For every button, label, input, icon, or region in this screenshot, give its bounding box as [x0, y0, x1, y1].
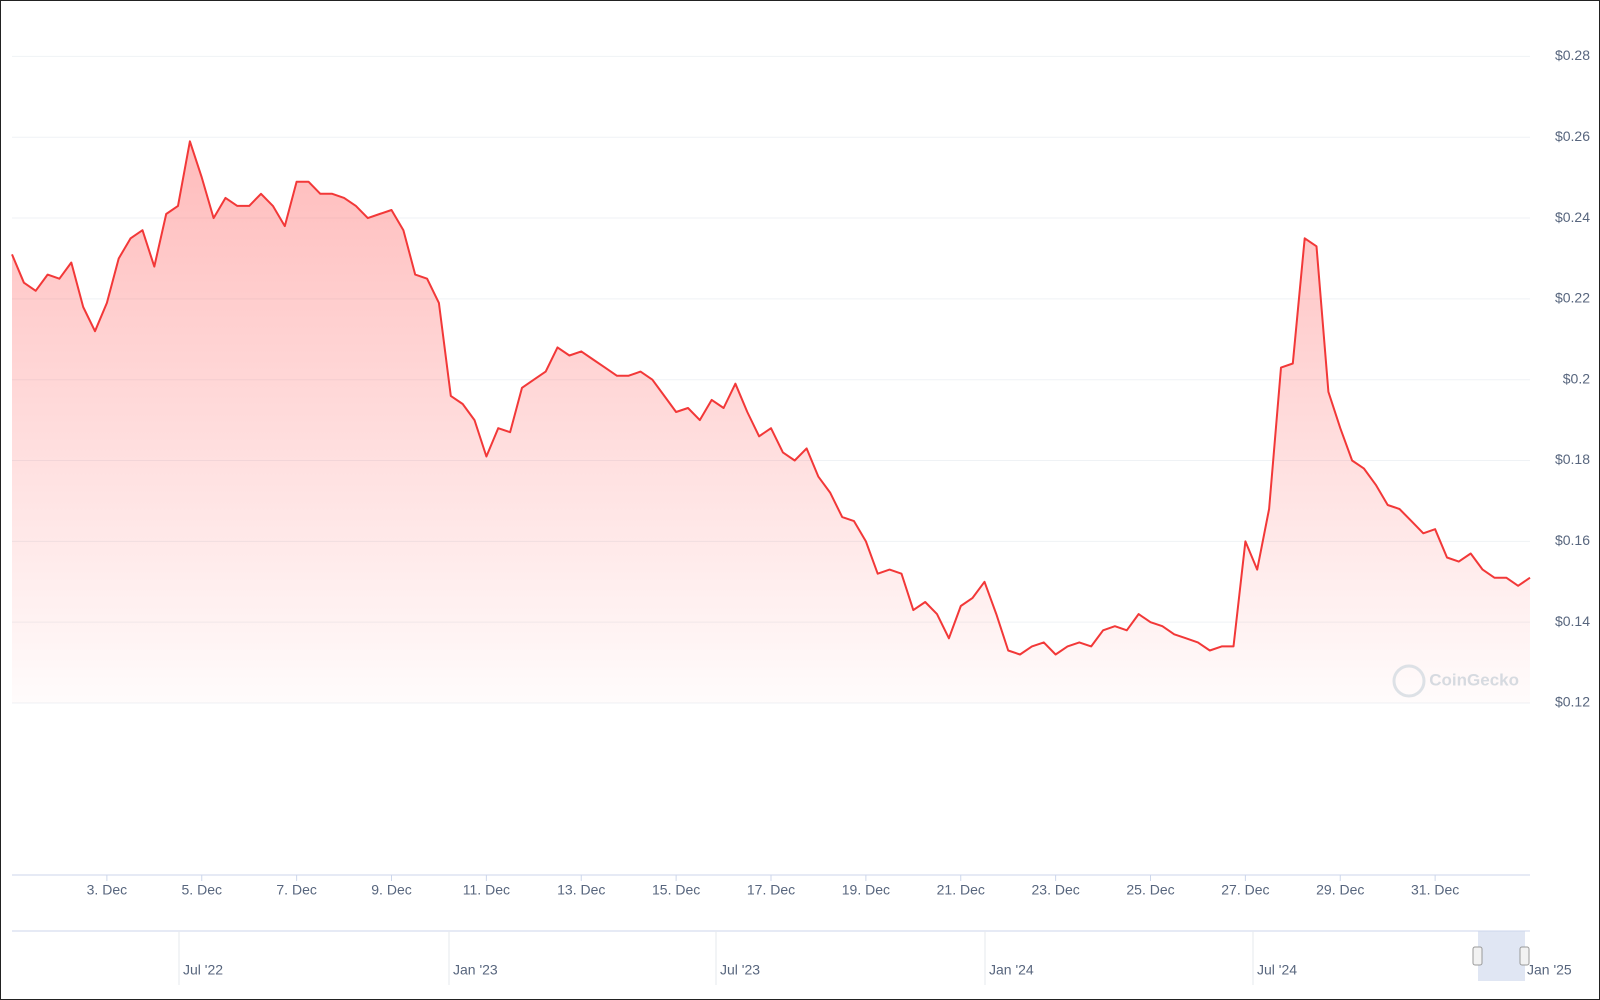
- x-tick-label: 7. Dec: [276, 882, 316, 898]
- navigator-label: Jul '24: [1257, 962, 1297, 978]
- x-tick-label: 21. Dec: [937, 882, 985, 898]
- x-tick-label: 25. Dec: [1126, 882, 1174, 898]
- x-tick-label: 19. Dec: [842, 882, 890, 898]
- x-tick-label: 17. Dec: [747, 882, 795, 898]
- y-tick-label: $0.26: [1555, 128, 1590, 144]
- x-tick-label: 5. Dec: [182, 882, 222, 898]
- navigator-handle[interactable]: [1472, 946, 1483, 966]
- y-tick-label: $0.14: [1555, 613, 1590, 629]
- x-tick-label: 23. Dec: [1032, 882, 1080, 898]
- x-tick-label: 31. Dec: [1411, 882, 1459, 898]
- plot: [11, 140, 1531, 704]
- x-tick-label: 13. Dec: [557, 882, 605, 898]
- navigator-label: Jan '23: [453, 962, 498, 978]
- x-tick-label: 11. Dec: [463, 882, 510, 898]
- y-tick-label: $0.2: [1563, 370, 1590, 386]
- x-tick-label: 15. Dec: [652, 882, 700, 898]
- navigator-handle[interactable]: [1519, 946, 1530, 966]
- x-tick-label: 9. Dec: [371, 882, 411, 898]
- x-tick-label: 29. Dec: [1316, 882, 1364, 898]
- y-tick-label: $0.22: [1555, 290, 1590, 306]
- navigator: Jul '22 Jan '23 Jul '23 Jan '24 Jul '24 …: [12, 930, 1572, 985]
- y-tick-label: $0.12: [1555, 694, 1590, 710]
- y-tick-label: $0.18: [1555, 451, 1590, 467]
- price-line: [11, 140, 1531, 656]
- watermark: CoinGecko: [1429, 670, 1519, 689]
- navigator-label: Jul '23: [720, 962, 760, 978]
- x-tick-label: 3. Dec: [87, 882, 127, 898]
- y-tick-label: $0.16: [1555, 532, 1590, 548]
- x-tick-label: 27. Dec: [1221, 882, 1269, 898]
- watermark-logo: [1392, 664, 1426, 698]
- navigator-label: Jan '24: [989, 962, 1034, 978]
- y-tick-label: $0.28: [1555, 47, 1590, 63]
- y-tick-label: $0.24: [1555, 209, 1590, 225]
- navigator-selection[interactable]: [1478, 931, 1525, 981]
- navigator-label: Jul '22: [183, 962, 223, 978]
- navigator-label: Jan '25: [1527, 962, 1572, 978]
- area-fill: [12, 141, 1530, 704]
